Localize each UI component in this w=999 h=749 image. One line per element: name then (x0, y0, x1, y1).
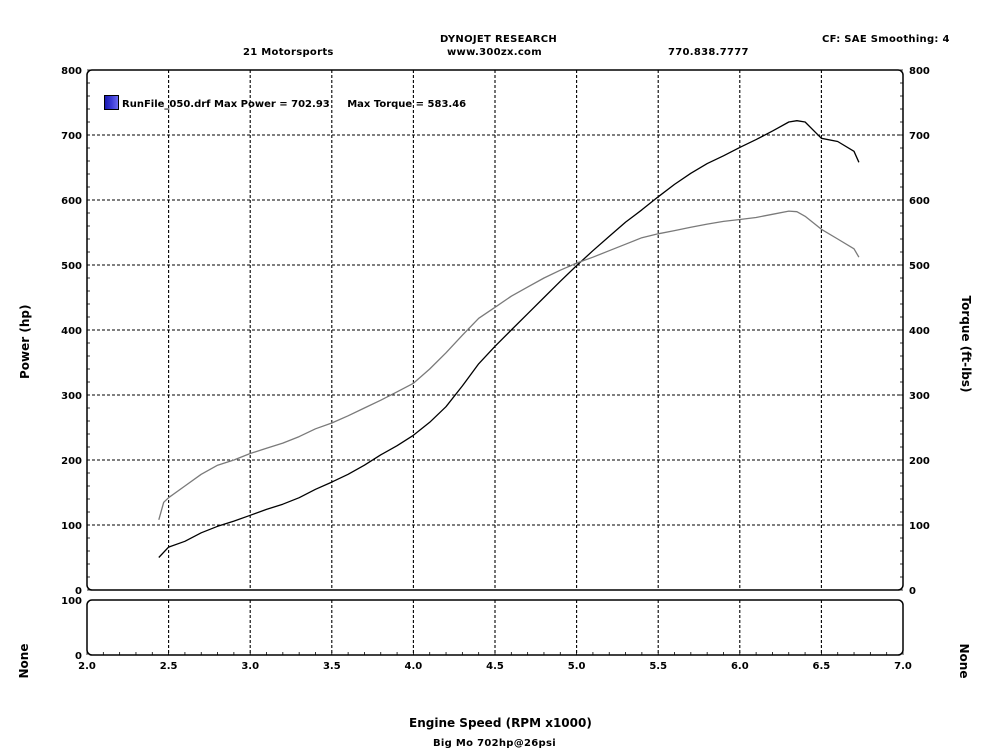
lower-y-tick-label: 100 (61, 596, 82, 607)
chart-legend: RunFile_050.drf Max Power = 702.93 Max T… (104, 95, 466, 110)
x-tick-label: 6.0 (731, 661, 749, 672)
x-tick-label: 3.0 (241, 661, 259, 672)
y-tick-label-left: 500 (61, 261, 82, 272)
main-plot-grid (86, 69, 904, 591)
x-tick-label: 4.5 (486, 661, 504, 672)
y-tick-label-right: 300 (909, 391, 930, 402)
y-tick-label-left: 600 (61, 196, 82, 207)
legend-run-file: RunFile_050.drf (122, 99, 211, 110)
x-tick-label: 5.5 (649, 661, 667, 672)
series-line-power (158, 120, 860, 558)
x-tick-label: 7.0 (894, 661, 912, 672)
y-tick-label-right: 700 (909, 131, 930, 142)
y-tick-label-left: 200 (61, 456, 82, 467)
x-tick-label: 6.5 (813, 661, 831, 672)
y-tick-label-left: 400 (61, 326, 82, 337)
phone-number: 770.838.7777 (668, 47, 749, 58)
x-tick-label: 3.5 (323, 661, 341, 672)
footer-caption: Big Mo 702hp@26psi (433, 738, 556, 749)
y-tick-label-right: 500 (909, 261, 930, 272)
correction-factor: CF: SAE Smoothing: 4 (822, 34, 950, 45)
x-tick-label: 4.0 (405, 661, 423, 672)
y-tick-label-left: 300 (61, 391, 82, 402)
company-name: 21 Motorsports (243, 47, 334, 58)
y-tick-label-right: 400 (909, 326, 930, 337)
y-tick-label-right: 200 (909, 456, 930, 467)
website: www.300zx.com (447, 47, 542, 58)
y-tick-label-left: 0 (75, 586, 82, 597)
x-tick-label: 2.5 (160, 661, 178, 672)
x-tick-label: 5.0 (568, 661, 586, 672)
y-tick-label-left: 100 (61, 521, 82, 532)
legend-max-power: Max Power = 702.93 (214, 99, 330, 110)
series-layer (158, 120, 860, 558)
y-tick-label-right: 0 (909, 586, 916, 597)
x-axis-title: Engine Speed (RPM x1000) (409, 716, 592, 730)
y-tick-label-left: 700 (61, 131, 82, 142)
legend-swatch (104, 95, 119, 110)
series-line-torque (158, 210, 860, 520)
lower-y-tick-label: 0 (75, 651, 82, 662)
lower-plot-grid (86, 599, 904, 656)
x-tick-label: 2.0 (78, 661, 96, 672)
y-tick-label-left: 800 (61, 66, 82, 77)
y-tick-label-right: 800 (909, 66, 930, 77)
y-tick-label-right: 100 (909, 521, 930, 532)
dyno-title: DYNOJET RESEARCH (440, 34, 558, 45)
y-tick-label-right: 600 (909, 196, 930, 207)
legend-max-torque: Max Torque = 583.46 (347, 99, 467, 110)
